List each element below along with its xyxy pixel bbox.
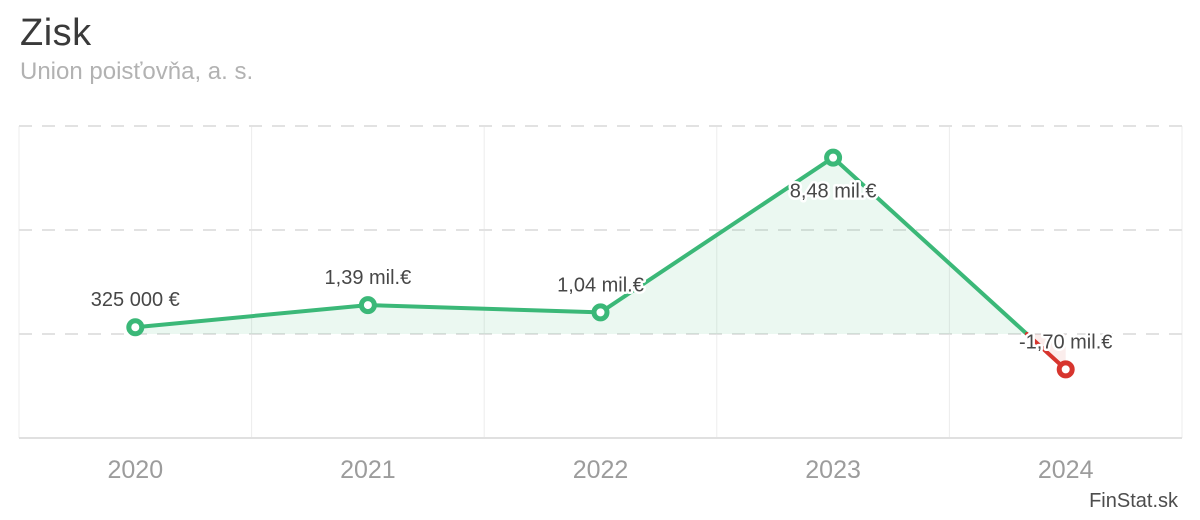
data-point-2021[interactable] <box>358 296 377 315</box>
data-point-2020[interactable] <box>126 318 145 337</box>
data-label-2022: 1,04 mil.€ <box>557 274 644 296</box>
x-axis-label-2020: 2020 <box>107 456 163 484</box>
finstat-watermark: FinStat.sk <box>1089 490 1178 512</box>
area-positive <box>135 157 1027 334</box>
chart-header: Zisk Union poisťovňa, a. s. <box>20 10 253 86</box>
data-label-2020: 325 000 € <box>91 289 180 311</box>
x-axis-label-2024: 2024 <box>1038 456 1094 484</box>
data-point-2024[interactable] <box>1056 360 1075 379</box>
x-axis-label-2022: 2022 <box>573 456 629 484</box>
chart-subtitle: Union poisťovňa, a. s. <box>20 58 254 85</box>
x-axis-label-2021: 2021 <box>340 456 396 484</box>
data-point-2023[interactable] <box>824 148 843 167</box>
page-title: Zisk <box>20 12 92 54</box>
data-label-2021: 1,39 mil.€ <box>325 267 412 289</box>
data-label-2023: 8,48 mil.€ <box>790 181 877 203</box>
data-label-2024: -1,70 mil.€ <box>1019 331 1112 353</box>
data-point-2022[interactable] <box>591 303 610 322</box>
x-axis-label-2023: 2023 <box>805 456 861 484</box>
